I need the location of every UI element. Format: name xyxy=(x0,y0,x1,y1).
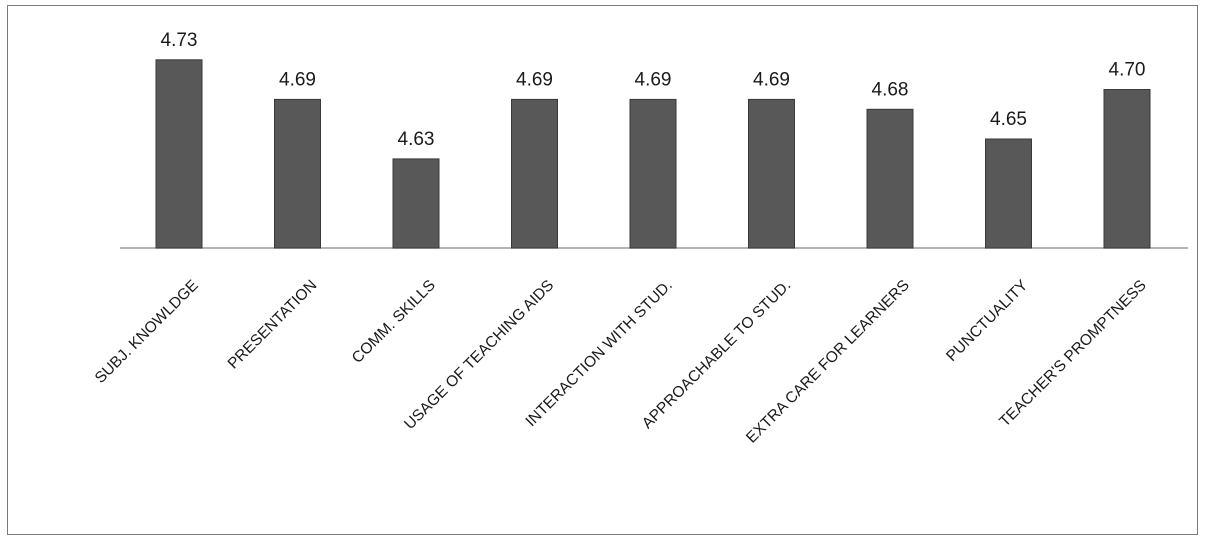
bar-value-label: 4.65 xyxy=(990,109,1027,130)
category-label: COMM. SKILLS xyxy=(349,277,439,367)
bar-value-label: 4.63 xyxy=(398,129,435,150)
bar xyxy=(748,98,795,249)
bar-value-label: 4.69 xyxy=(516,69,553,90)
category-label: PRESENTATION xyxy=(225,277,321,373)
category-label: PUNCTUALITY xyxy=(943,277,1031,365)
bar xyxy=(155,59,203,249)
category-label: SUBJ. KNOWLDGE xyxy=(92,277,202,387)
bar xyxy=(392,158,440,249)
bar-value-label: 4.73 xyxy=(161,30,198,51)
bars-layer xyxy=(155,59,1151,249)
bar xyxy=(274,98,321,249)
bar xyxy=(866,108,914,249)
data-labels-layer: 4.73 4.69 4.63 4.69 4.69 4.69 4.68 4.65 4.70 xyxy=(161,30,1146,150)
bar-value-label: 4.69 xyxy=(635,69,672,90)
bar-value-label: 4.70 xyxy=(1109,60,1146,81)
category-labels-layer: SUBJ. KNOWLDGE PRESENTATION COMM. SKILLSUS… xyxy=(92,277,1150,447)
bar xyxy=(1103,89,1151,249)
bar-value-label: 4.69 xyxy=(279,69,316,90)
bar-value-label: 4.68 xyxy=(872,79,909,100)
bar-value-label: 4.69 xyxy=(753,69,790,90)
chart-frame xyxy=(7,5,1198,535)
bar xyxy=(629,98,677,249)
bar xyxy=(511,98,558,249)
bar xyxy=(985,138,1032,249)
